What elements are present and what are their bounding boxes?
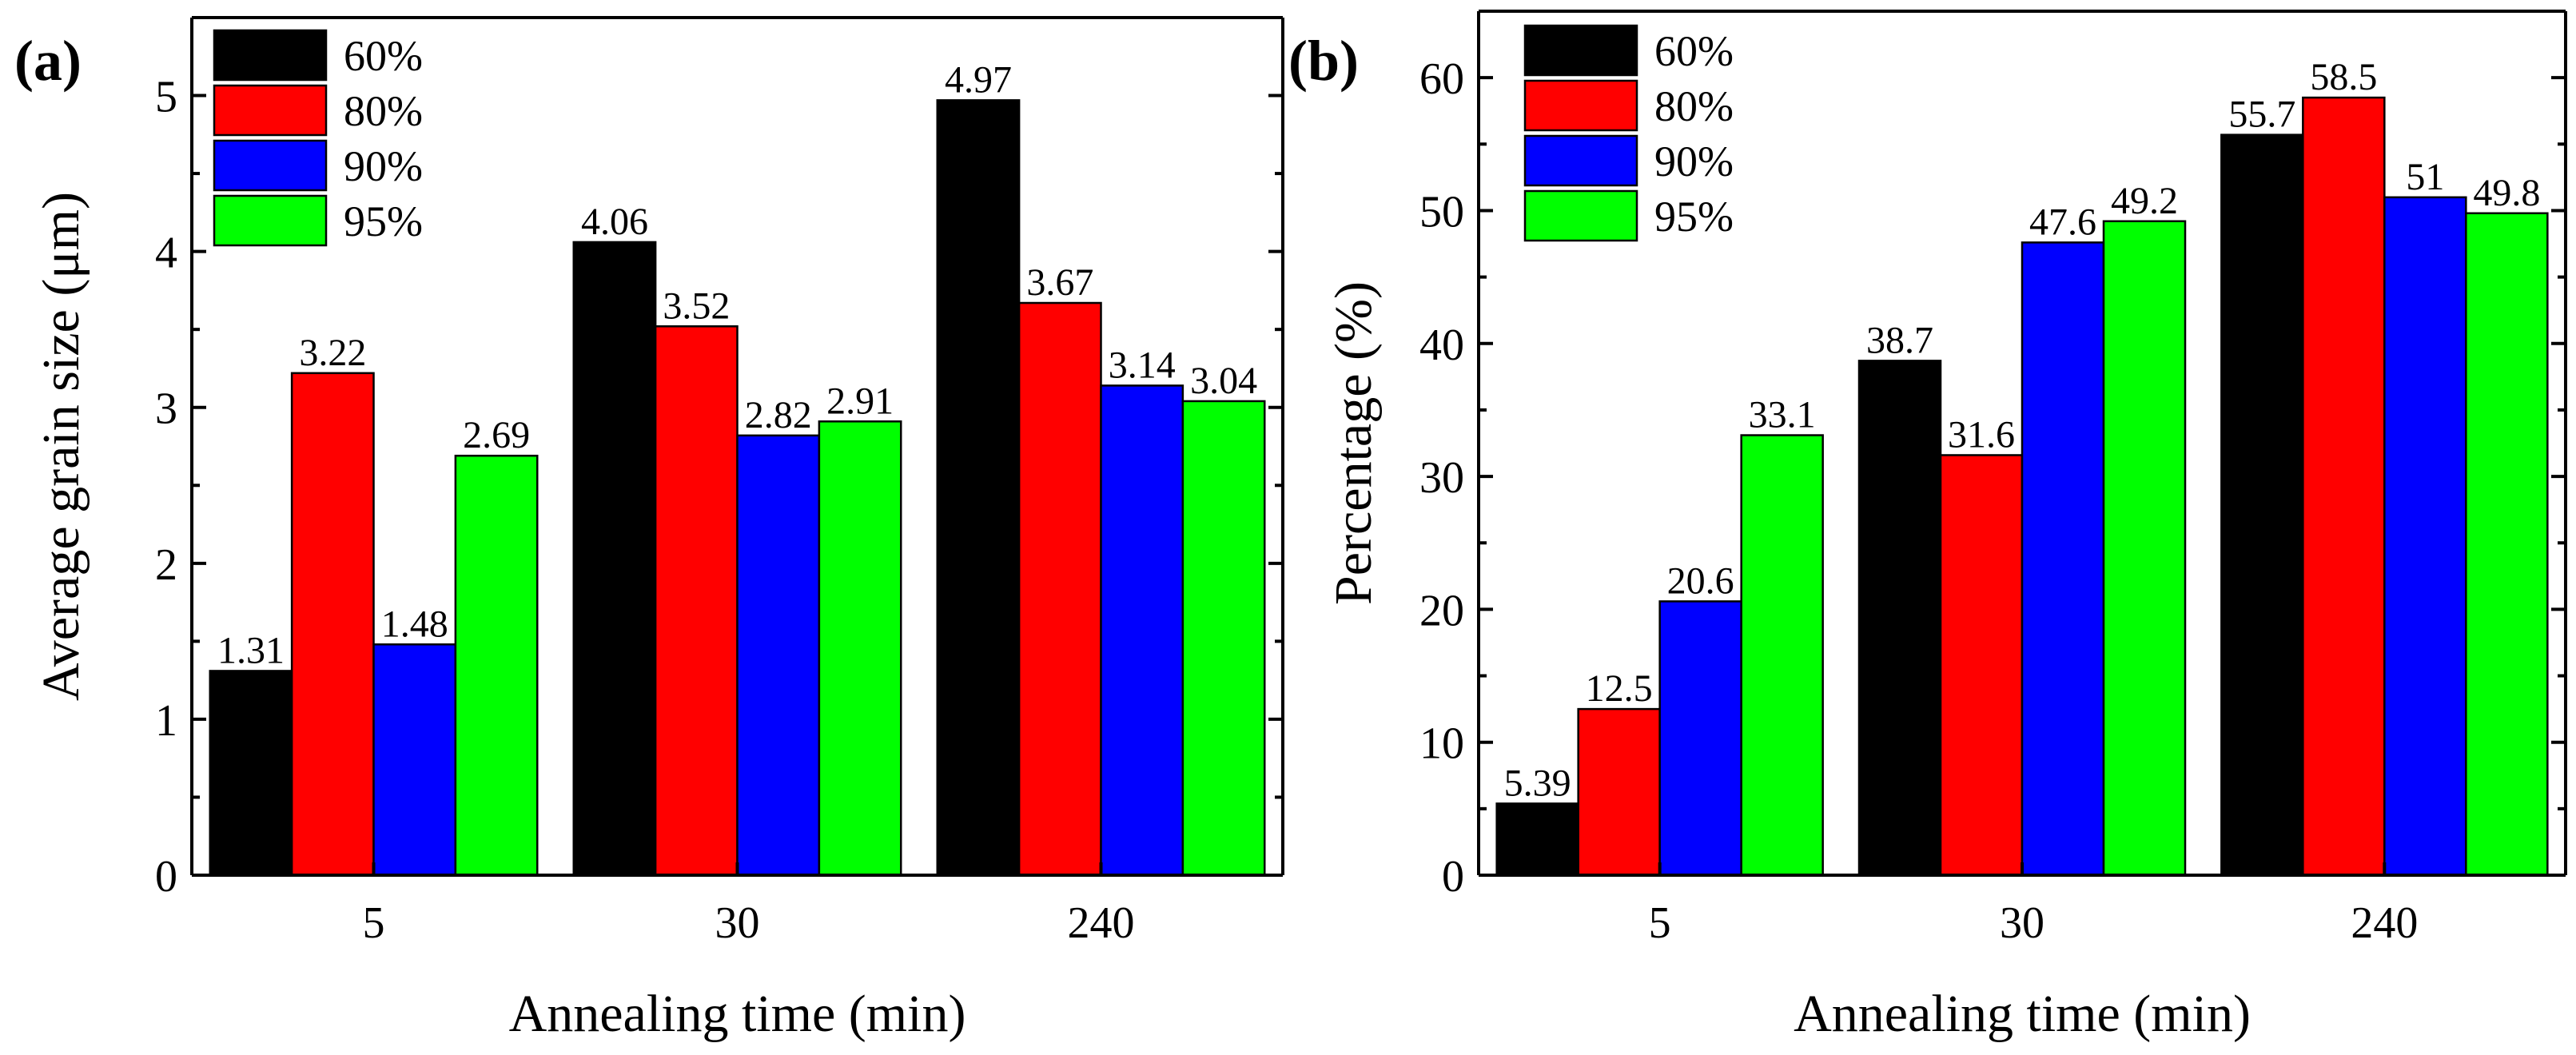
y-tick-label: 4 bbox=[155, 229, 177, 278]
data-label: 2.82 bbox=[745, 394, 812, 436]
y-tick-label: 2 bbox=[155, 540, 177, 590]
data-label: 58.5 bbox=[2310, 56, 2377, 98]
legend-label: 60% bbox=[1654, 27, 1734, 75]
data-label: 1.31 bbox=[217, 629, 285, 671]
x-axis-title: Annealing time (min) bbox=[1794, 985, 2251, 1043]
x-tick-label: 240 bbox=[1068, 898, 1135, 948]
legend-label: 90% bbox=[344, 142, 423, 190]
y-tick-label: 0 bbox=[1442, 852, 1464, 902]
panel-label: (b) bbox=[1288, 29, 1359, 93]
y-tick-label: 40 bbox=[1419, 320, 1464, 370]
panel-label: (a) bbox=[14, 29, 82, 93]
data-label: 3.14 bbox=[1109, 344, 1176, 386]
data-label: 4.06 bbox=[581, 201, 648, 243]
data-label: 4.97 bbox=[945, 58, 1012, 101]
x-tick-label: 240 bbox=[2351, 898, 2418, 948]
bar-30-60pct bbox=[572, 241, 657, 877]
legend-swatch-95pct bbox=[1523, 189, 1638, 242]
data-label: 51 bbox=[2406, 156, 2444, 198]
bar-30-80pct bbox=[1939, 454, 2024, 877]
bar-30-90pct bbox=[2021, 241, 2105, 877]
bar-240-95pct bbox=[2465, 212, 2549, 877]
x-tick-label: 30 bbox=[2000, 898, 2044, 948]
bar-5-90pct bbox=[1658, 600, 1742, 877]
bar-30-95pct bbox=[2102, 220, 2187, 877]
y-axis-title: Average grain size (μm) bbox=[32, 192, 90, 701]
data-label: 3.52 bbox=[663, 285, 730, 327]
x-tick-label: 5 bbox=[1649, 898, 1671, 948]
bar-240-80pct bbox=[2302, 96, 2386, 877]
legend-swatch-60pct bbox=[213, 29, 328, 82]
legend-label: 80% bbox=[344, 87, 423, 135]
y-tick-label: 60 bbox=[1419, 54, 1464, 104]
bar-5-90pct bbox=[372, 643, 457, 877]
legend-swatch-60pct bbox=[1523, 24, 1638, 77]
y-axis-title: Percentage (%) bbox=[1324, 281, 1383, 605]
data-label: 12.5 bbox=[1586, 667, 1653, 710]
data-label: 38.7 bbox=[1866, 319, 1933, 361]
y-tick-label: 50 bbox=[1419, 187, 1464, 237]
bar-5-80pct bbox=[1577, 707, 1661, 877]
legend-swatch-90pct bbox=[1523, 134, 1638, 187]
legend-swatch-80pct bbox=[1523, 79, 1638, 132]
legend-label: 90% bbox=[1654, 137, 1734, 185]
bar-30-95pct bbox=[818, 420, 902, 877]
data-label: 33.1 bbox=[1749, 394, 1816, 436]
y-tick-label: 5 bbox=[155, 73, 177, 122]
data-label: 31.6 bbox=[1948, 413, 2015, 456]
legend-label: 80% bbox=[1654, 82, 1734, 130]
y-tick-label: 1 bbox=[155, 696, 177, 746]
bar-30-90pct bbox=[736, 434, 821, 877]
legend-label: 60% bbox=[344, 32, 423, 80]
y-tick-label: 20 bbox=[1419, 586, 1464, 635]
bar-30-80pct bbox=[654, 325, 739, 877]
bar-30-60pct bbox=[1857, 360, 1942, 877]
x-tick-label: 5 bbox=[363, 898, 385, 948]
data-label: 55.7 bbox=[2228, 94, 2295, 136]
data-label: 2.69 bbox=[463, 414, 530, 456]
bar-5-95pct bbox=[454, 454, 539, 877]
y-tick-label: 3 bbox=[155, 384, 177, 434]
data-label: 20.6 bbox=[1667, 559, 1734, 602]
legend-swatch-95pct bbox=[213, 194, 328, 247]
legend-swatch-90pct bbox=[213, 139, 328, 192]
chart-panel-b: 5.39 12.5 20.6 33.1 5 38.7 31.6 47.6 49.2 30 55.7 5… bbox=[1288, 10, 2567, 1043]
bar-5-95pct bbox=[1740, 434, 1824, 877]
bar-5-60pct bbox=[209, 670, 293, 877]
bar-240-90pct bbox=[1100, 384, 1184, 877]
y-tick-label: 0 bbox=[155, 852, 177, 902]
bar-240-60pct bbox=[936, 99, 1021, 877]
data-label: 3.04 bbox=[1190, 360, 1257, 402]
bar-5-60pct bbox=[1495, 802, 1579, 877]
x-tick-label: 30 bbox=[715, 898, 760, 948]
legend-swatch-80pct bbox=[213, 84, 328, 137]
data-label: 47.6 bbox=[2029, 201, 2096, 243]
bar-240-95pct bbox=[1181, 400, 1266, 877]
bar-240-60pct bbox=[2220, 133, 2304, 877]
data-label: 1.48 bbox=[381, 603, 448, 645]
data-label: 3.67 bbox=[1026, 261, 1093, 304]
data-label: 2.91 bbox=[826, 380, 894, 422]
bar-240-90pct bbox=[2383, 196, 2467, 877]
bar-5-80pct bbox=[290, 372, 375, 877]
data-label: 49.2 bbox=[2111, 180, 2178, 222]
legend-label: 95% bbox=[344, 197, 423, 245]
y-tick-label: 30 bbox=[1419, 453, 1464, 503]
legend-label: 95% bbox=[1654, 193, 1734, 241]
data-label: 49.8 bbox=[2473, 172, 2540, 214]
bar-240-80pct bbox=[1017, 301, 1102, 877]
data-label: 5.39 bbox=[1504, 762, 1571, 804]
x-axis-title: Annealing time (min) bbox=[509, 985, 966, 1043]
data-label: 3.22 bbox=[299, 332, 366, 374]
y-tick-label: 10 bbox=[1419, 719, 1464, 769]
